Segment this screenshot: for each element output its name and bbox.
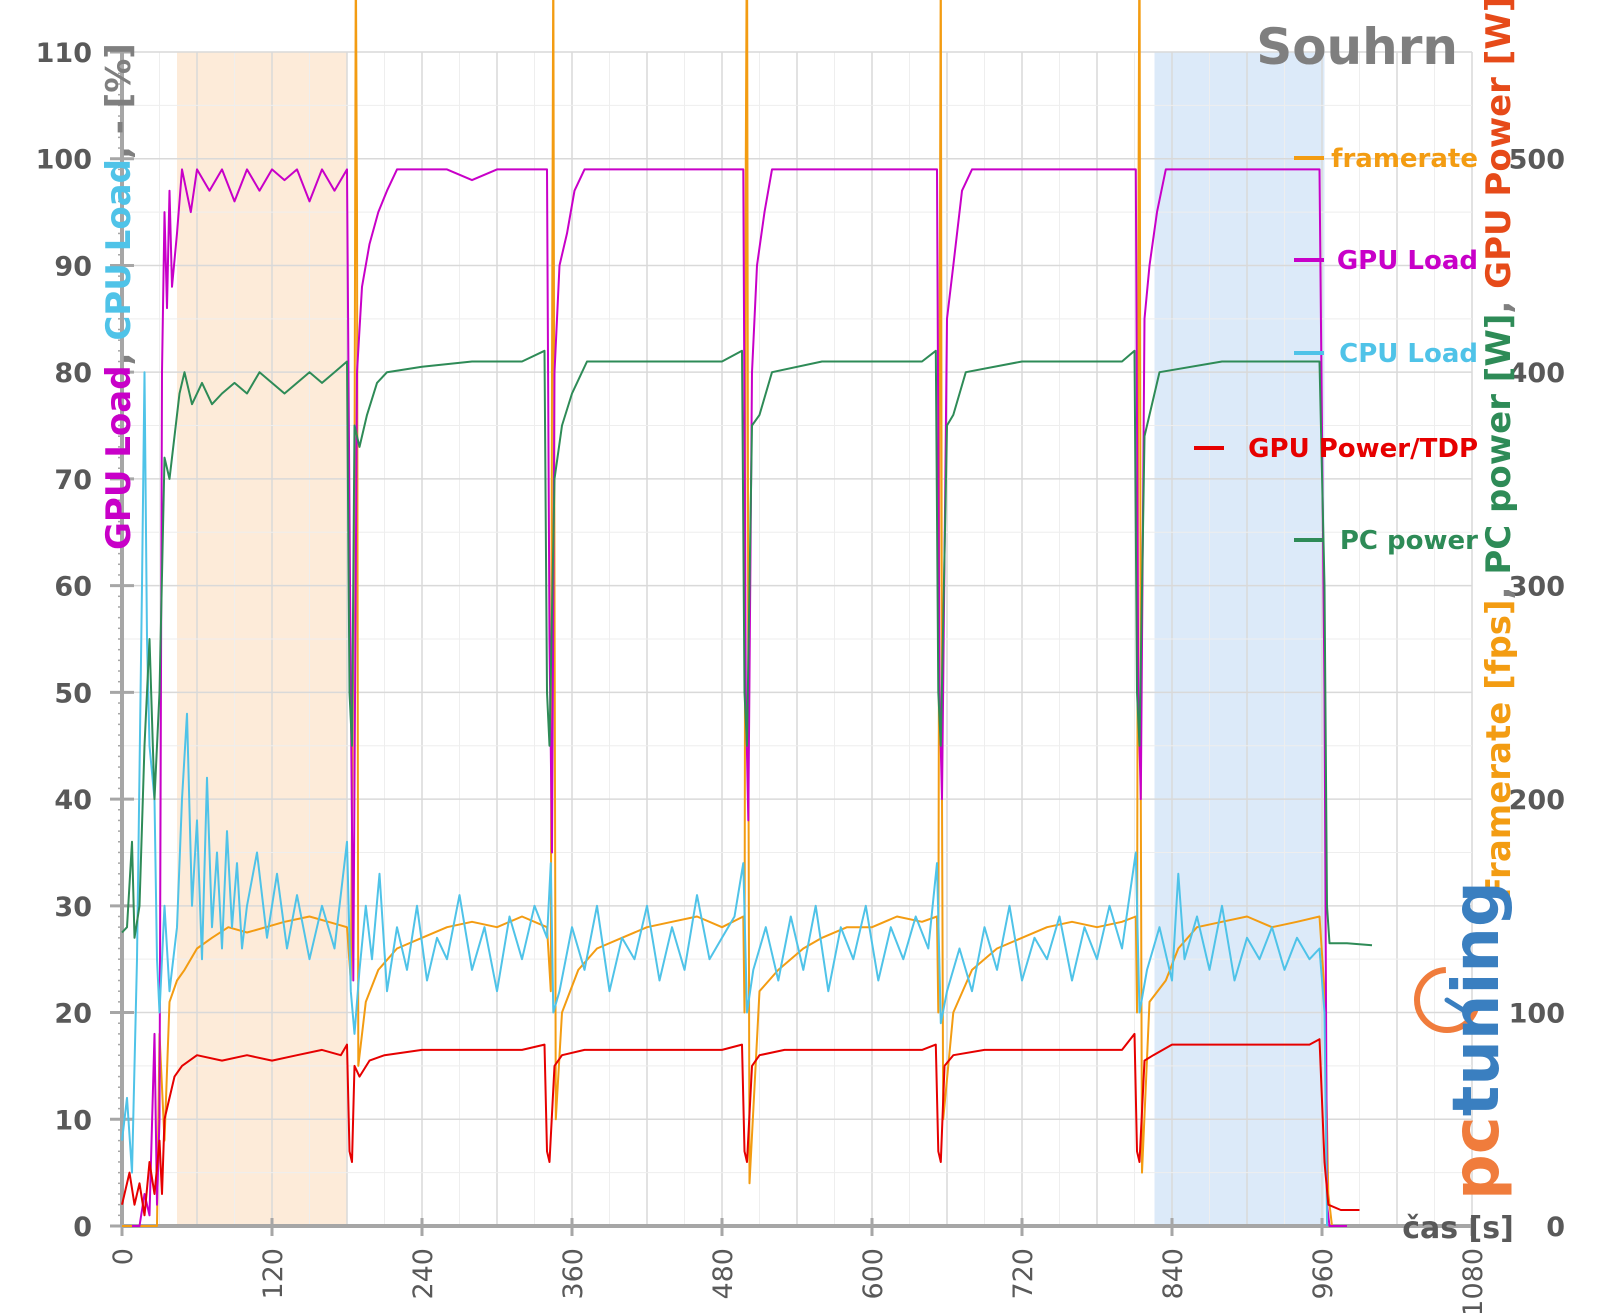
axes <box>110 50 1474 1236</box>
y-axis-left-label: GPU Load, CPU Load, - [%] <box>99 43 139 550</box>
series-line-gpu-power-tdp <box>121 1032 1360 1217</box>
y-right-tick-label: 400 <box>1509 358 1565 389</box>
x-tick-label: 0 <box>108 1248 139 1265</box>
y-right-tick-label: 300 <box>1509 572 1565 603</box>
y-left-tick-label: 0 <box>73 1212 92 1243</box>
y-axis-right-label: Framerate [fps], PC power [W], GPU Power… <box>1479 0 1519 900</box>
logo-text-tuning: tuning <box>1440 881 1514 1116</box>
series-line-cpu-load <box>121 371 1328 1227</box>
gauge-needle <box>1444 997 1471 1016</box>
series-line-gpu-load <box>132 168 1347 1227</box>
legend-label: PC power <box>1340 526 1478 556</box>
x-tick-label: 600 <box>858 1248 889 1300</box>
y-left-tick-label: 70 <box>54 465 92 496</box>
data-series <box>121 0 1373 1227</box>
legend-label: GPU Load <box>1337 246 1478 276</box>
tick-labels: 0 10 20 30 40 50 60 70 80 90 100 110 0 100 200 300 400 50… <box>36 38 1565 1313</box>
ylabel-right-part-0: Framerate [fps] <box>1479 599 1519 900</box>
legend-label: CPU Load <box>1339 339 1478 369</box>
ylabel-left-part-1: , <box>99 341 139 366</box>
y-left-tick-label: 90 <box>54 251 92 282</box>
ylabel-right-part-1: , <box>1479 575 1519 600</box>
x-tick-label: 240 <box>408 1248 439 1300</box>
x-tick-label: 960 <box>1308 1248 1339 1300</box>
x-tick-label: 360 <box>558 1248 589 1300</box>
y-right-tick-label: 500 <box>1509 145 1565 176</box>
x-axis-label: čas [s] <box>1402 1211 1514 1246</box>
legend: framerate GPU Load CPU Load GPU Power/TDP PC… <box>1194 144 1478 556</box>
logo-text: pctuning <box>1440 881 1514 1200</box>
y-right-tick-label: 100 <box>1509 999 1565 1030</box>
y-right-tick-label: 0 <box>1546 1212 1565 1243</box>
y-right-tick-label: 200 <box>1509 785 1565 816</box>
y-left-tick-label: 50 <box>54 678 92 709</box>
y-left-tick-label: 30 <box>54 892 92 923</box>
y-left-tick-label: 60 <box>54 572 92 603</box>
y-left-tick-label: 110 <box>36 38 92 69</box>
ylabel-left-part-0: GPU Load <box>99 365 139 550</box>
y-left-tick-label: 40 <box>54 785 92 816</box>
logo-text-pc: pc <box>1440 1116 1514 1200</box>
y-left-tick-label: 80 <box>54 358 92 389</box>
x-tick-label: 480 <box>708 1248 739 1300</box>
ylabel-right-part-2: PC power [W] <box>1479 314 1519 575</box>
ylabel-right-part-4: GPU Power [W] <box>1479 0 1519 289</box>
legend-label: GPU Power/TDP <box>1248 434 1478 464</box>
series-line-pc-power <box>121 349 1373 947</box>
x-tick-label: 120 <box>258 1248 289 1300</box>
y-left-tick-label: 10 <box>54 1105 92 1136</box>
ylabel-right-part-3: , <box>1479 289 1519 314</box>
legend-label: framerate <box>1331 144 1478 174</box>
x-tick-label: 1080 <box>1458 1248 1489 1313</box>
y-left-tick-label: 20 <box>54 999 92 1030</box>
x-tick-label: 840 <box>1158 1248 1189 1300</box>
x-tick-label: 720 <box>1008 1248 1039 1300</box>
ylabel-left-part-2: CPU Load <box>99 159 139 341</box>
pctuning-logo: pctuning <box>1414 881 1514 1200</box>
gauge-icon <box>1414 967 1480 1033</box>
y-left-tick-label: 100 <box>36 145 92 176</box>
chart-title: Souhrn <box>1256 18 1458 76</box>
ylabel-left-part-3: , - [%] <box>99 43 139 159</box>
